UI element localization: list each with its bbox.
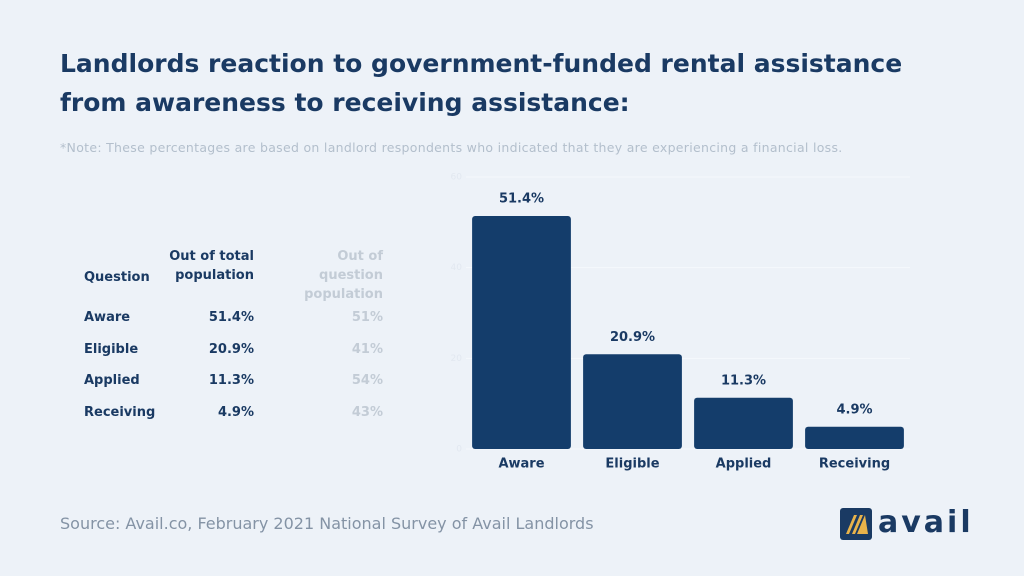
logo-icon (840, 508, 872, 540)
table-cell: 41% (351, 341, 383, 357)
x-tick-label: Eligible (605, 457, 659, 472)
value-label: 11.3% (721, 373, 766, 388)
table-header: Question (84, 270, 150, 285)
value-label: 4.9% (836, 402, 872, 417)
bar (472, 215, 571, 449)
table-cell: 51.4% (208, 310, 254, 325)
y-tick-label: 60 (451, 173, 463, 183)
table-cell: 43% (351, 404, 383, 420)
logo: avail (878, 505, 974, 540)
table-header: Out of question population (304, 249, 383, 302)
table-cell: Receiving (84, 404, 156, 420)
note: *Note: These percentages are based on la… (60, 140, 843, 155)
y-tick-label: 40 (451, 263, 463, 273)
y-tick-label: 20 (451, 354, 463, 364)
table-cell: 20.9% (208, 341, 254, 357)
value-label: 20.9% (610, 330, 655, 345)
table-header: Out of total population (169, 249, 254, 283)
table-cell: 4.9% (217, 404, 254, 420)
bar (583, 354, 682, 449)
y-tick-label: 0 (456, 445, 462, 455)
bar (805, 426, 904, 449)
source: Source: Avail.co, February 2021 National… (60, 514, 594, 533)
x-tick-label: Applied (716, 457, 772, 472)
table-cell: Aware (84, 310, 131, 325)
table-cell: Eligible (84, 341, 139, 357)
x-tick-label: Receiving (819, 457, 890, 472)
table-cell: Applied (84, 373, 140, 388)
table-cell: 54% (351, 373, 383, 388)
value-label: 51.4% (499, 191, 544, 206)
bar (694, 397, 793, 449)
table-cell: 51% (351, 310, 383, 325)
x-tick-label: Aware (498, 457, 544, 472)
title: Landlords reaction to government-funded … (60, 49, 903, 117)
table-cell: 11.3% (208, 373, 254, 388)
